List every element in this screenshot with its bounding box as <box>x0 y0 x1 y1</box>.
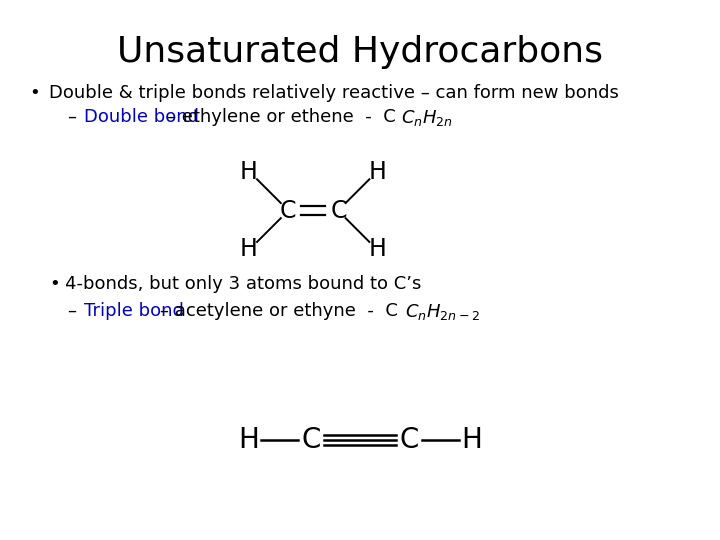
Text: 4-bonds, but only 3 atoms bound to C’s: 4-bonds, but only 3 atoms bound to C’s <box>65 275 421 293</box>
Text: C: C <box>330 199 346 222</box>
Text: Unsaturated Hydrocarbons: Unsaturated Hydrocarbons <box>117 35 603 69</box>
Text: C: C <box>280 199 296 222</box>
Text: Double bond: Double bond <box>84 108 199 126</box>
Text: $C_nH_{2n}$: $C_nH_{2n}$ <box>401 108 453 128</box>
Text: H: H <box>369 160 387 184</box>
Text: $C_nH_{2n-2}$: $C_nH_{2n-2}$ <box>405 302 480 322</box>
Text: –: – <box>68 108 89 126</box>
Text: H: H <box>369 238 387 261</box>
Text: H: H <box>238 426 258 454</box>
Text: C: C <box>302 426 320 454</box>
Text: C: C <box>400 426 418 454</box>
Text: H: H <box>240 238 257 261</box>
Text: – acetylene or ethyne  -  C: – acetylene or ethyne - C <box>160 302 397 320</box>
Text: •: • <box>29 84 40 102</box>
Text: –: – <box>68 302 89 320</box>
Text: H: H <box>240 160 257 184</box>
Text: Triple bond: Triple bond <box>84 302 184 320</box>
Text: Double & triple bonds relatively reactive – can form new bonds: Double & triple bonds relatively reactiv… <box>49 84 618 102</box>
Text: •: • <box>49 275 60 293</box>
Text: H: H <box>462 426 482 454</box>
Text: – ethylene or ethene  -  C: – ethylene or ethene - C <box>167 108 396 126</box>
